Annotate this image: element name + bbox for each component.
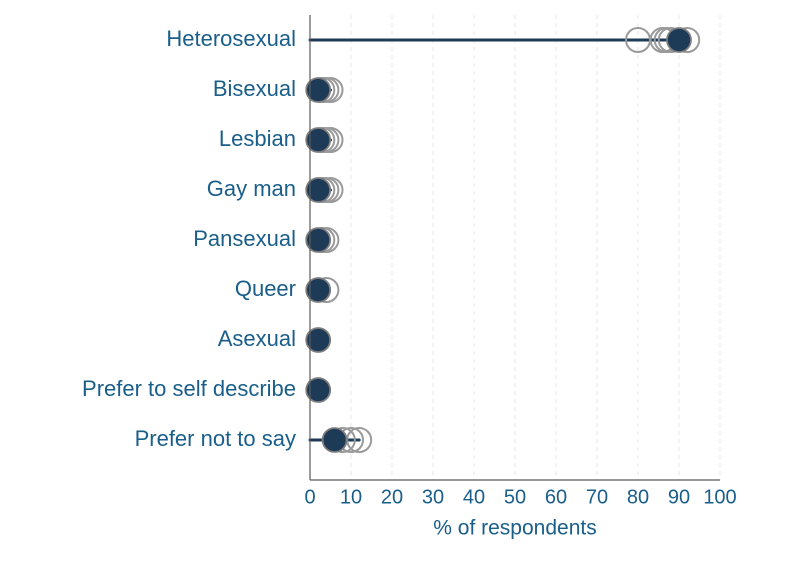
x-tick-label: 20 [381,487,403,509]
x-tick-label: 30 [422,487,444,509]
x-tick-label: 100 [703,487,736,509]
filled-marker [667,28,691,52]
x-tick-label: 40 [463,487,485,509]
category-label: Queer [235,276,296,301]
x-tick-label: 50 [504,487,526,509]
category-label: Prefer to self describe [82,376,296,401]
x-tick-label: 60 [545,487,567,509]
category-label: Lesbian [219,126,296,151]
chart-svg: Heterosexual Bisexual Lesbian Gay man Pansex… [0,0,800,566]
category-label: Heterosexual [166,26,296,51]
x-tick-label: 10 [340,487,362,509]
category-label: Prefer not to say [135,426,296,451]
x-tick-label: 0 [304,487,315,509]
filled-marker [323,428,347,452]
dot-range-chart: Heterosexual Bisexual Lesbian Gay man Pansex… [0,0,800,566]
category-label: Bisexual [213,76,296,101]
chart-bg [0,0,800,566]
category-label: Pansexual [193,226,296,251]
x-axis-title: % of respondents [433,516,596,539]
category-label: Gay man [207,176,296,201]
category-label: Asexual [218,326,296,351]
x-tick-label: 70 [586,487,608,509]
x-tick-label: 80 [627,487,649,509]
x-tick-label: 90 [668,487,690,509]
